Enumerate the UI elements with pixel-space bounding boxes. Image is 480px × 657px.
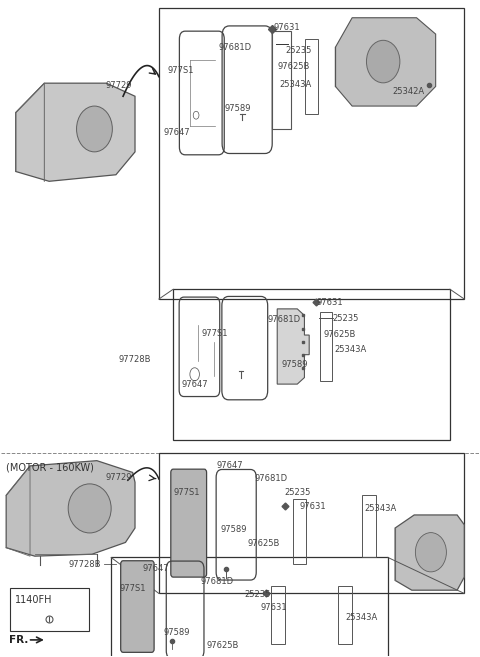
Bar <box>159 8 464 299</box>
Text: 25235: 25235 <box>332 314 359 323</box>
Text: 977S1: 977S1 <box>120 583 146 593</box>
Text: 25343A: 25343A <box>345 613 377 622</box>
Text: 977S1: 977S1 <box>168 66 194 75</box>
Text: 1140FH: 1140FH <box>15 595 52 604</box>
Bar <box>273 31 290 129</box>
Text: 97625B: 97625B <box>277 62 310 72</box>
Text: 97729: 97729 <box>106 472 132 482</box>
Polygon shape <box>336 18 436 106</box>
Text: 25235: 25235 <box>245 590 271 599</box>
Ellipse shape <box>68 484 111 533</box>
Polygon shape <box>277 309 309 384</box>
Text: 97625B: 97625B <box>206 641 239 650</box>
Text: 97631: 97631 <box>274 23 300 32</box>
Bar <box>320 313 332 381</box>
Text: 97647: 97647 <box>142 564 169 573</box>
Ellipse shape <box>76 106 112 152</box>
Text: 97647: 97647 <box>216 461 243 470</box>
Text: 97681D: 97681D <box>201 578 234 586</box>
Bar <box>271 585 285 645</box>
Text: 25343A: 25343A <box>335 345 367 354</box>
Polygon shape <box>6 461 135 556</box>
Text: 97589: 97589 <box>282 360 309 369</box>
Text: 97625B: 97625B <box>248 539 280 547</box>
Bar <box>173 289 450 440</box>
Polygon shape <box>16 83 135 181</box>
Text: (MOTOR - 160KW): (MOTOR - 160KW) <box>6 463 94 472</box>
Text: 97647: 97647 <box>164 127 190 137</box>
Polygon shape <box>395 515 464 590</box>
Text: FR.: FR. <box>9 635 28 645</box>
Text: 97631: 97631 <box>261 603 287 612</box>
Text: 97589: 97589 <box>164 627 190 637</box>
Text: 25235: 25235 <box>286 46 312 55</box>
Bar <box>338 585 352 645</box>
Bar <box>10 588 89 631</box>
Bar <box>293 499 306 564</box>
Text: 97631: 97631 <box>316 298 343 307</box>
Text: 25343A: 25343A <box>364 504 396 513</box>
Text: 977S1: 977S1 <box>202 328 228 338</box>
Text: 97589: 97589 <box>225 104 251 113</box>
Bar <box>305 39 318 114</box>
Text: 97681D: 97681D <box>254 474 288 484</box>
Bar <box>111 558 388 657</box>
Ellipse shape <box>366 40 400 83</box>
Text: 97647: 97647 <box>182 380 208 388</box>
Text: 97728B: 97728B <box>118 355 151 364</box>
Text: 25235: 25235 <box>285 488 311 497</box>
Text: 97729: 97729 <box>106 81 132 90</box>
Text: 97589: 97589 <box>221 525 247 534</box>
Text: 97681D: 97681D <box>268 315 301 325</box>
FancyBboxPatch shape <box>171 469 206 577</box>
Ellipse shape <box>415 533 446 572</box>
FancyBboxPatch shape <box>120 560 154 652</box>
Text: 25343A: 25343A <box>280 80 312 89</box>
Bar <box>362 495 375 557</box>
Text: 97728B: 97728B <box>68 560 101 568</box>
Text: 25342A: 25342A <box>393 87 425 96</box>
Text: 97681D: 97681D <box>218 43 252 52</box>
Text: 97625B: 97625B <box>324 330 356 339</box>
Text: 97631: 97631 <box>300 502 326 511</box>
Bar <box>159 453 464 593</box>
Text: 977S1: 977S1 <box>173 488 200 497</box>
